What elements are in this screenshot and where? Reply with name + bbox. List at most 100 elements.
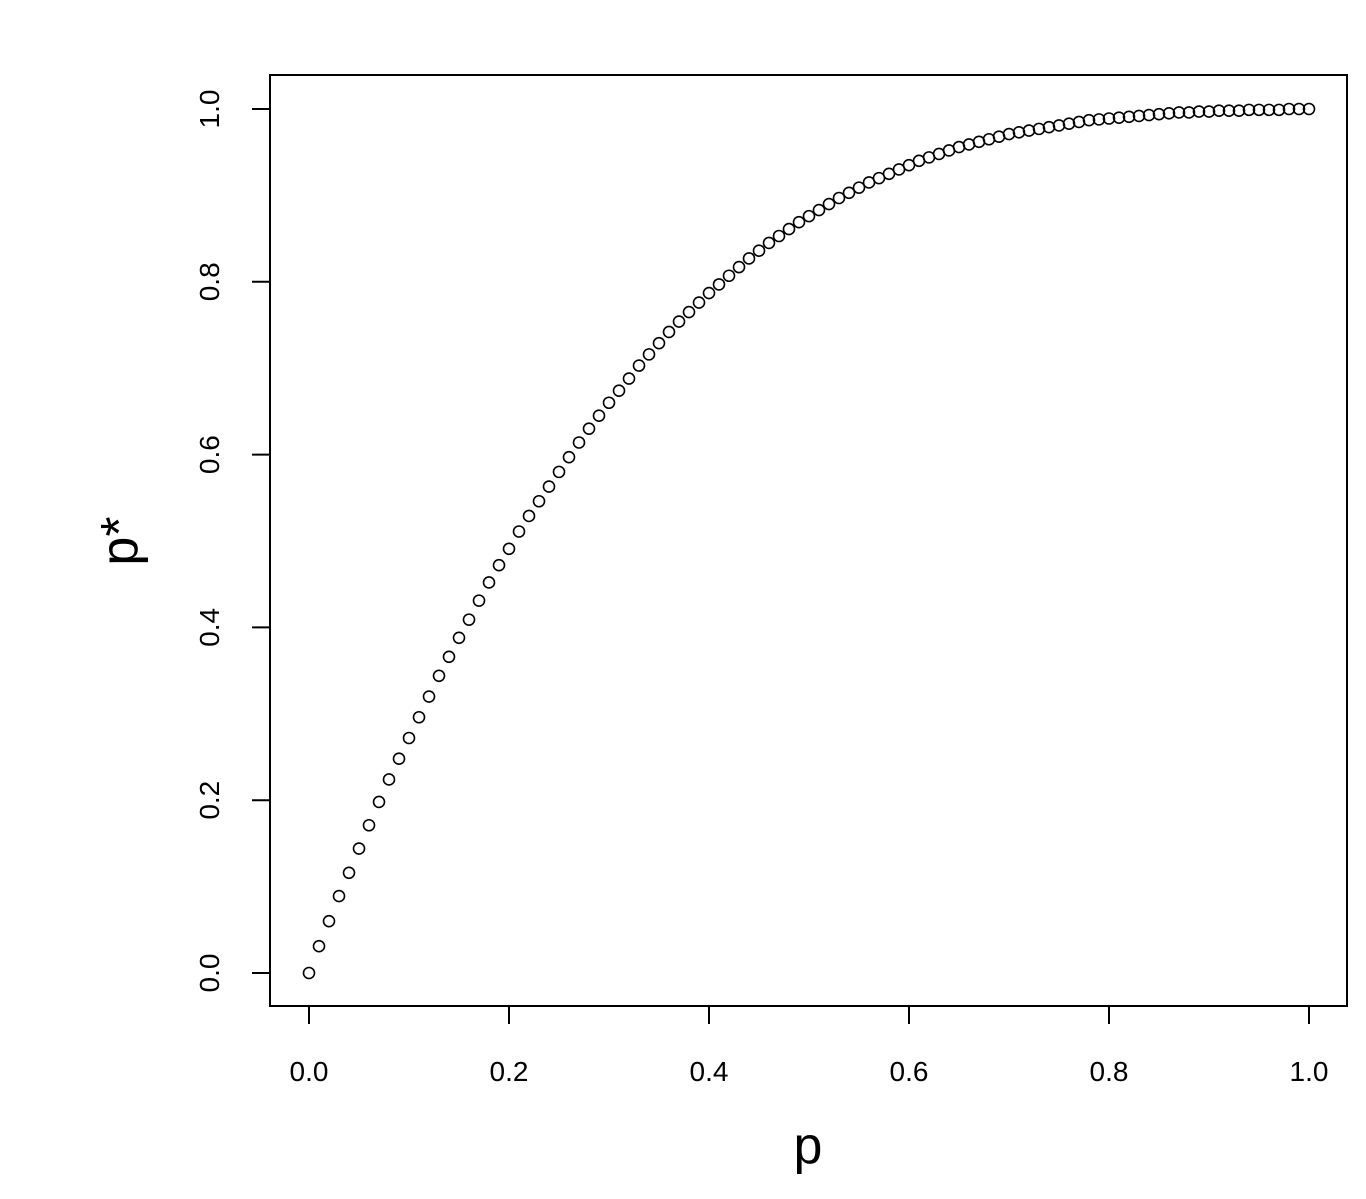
data-point	[692, 296, 706, 309]
data-point	[732, 260, 746, 274]
data-point	[492, 558, 506, 572]
data-point	[842, 186, 856, 200]
data-point	[792, 215, 806, 229]
data-point	[1292, 102, 1306, 116]
y-tick-label: 1.0	[194, 90, 225, 129]
data-point	[552, 465, 566, 479]
data-point	[372, 795, 386, 809]
data-point	[592, 409, 606, 423]
data-point	[402, 731, 416, 745]
data-point	[782, 222, 796, 236]
data-point	[822, 197, 836, 211]
data-point	[472, 594, 486, 607]
data-point	[502, 542, 516, 556]
data-point	[412, 710, 426, 724]
x-axis-ticks: 0.0 0.2 0.4 0.6 0.8 1.0	[290, 1006, 1329, 1087]
x-tick-label: 0.8	[1090, 1056, 1129, 1087]
data-point	[602, 396, 616, 410]
data-point	[652, 336, 666, 350]
data-point	[322, 914, 336, 928]
data-point	[712, 278, 726, 291]
data-point	[522, 509, 536, 523]
x-tick-label: 0.2	[490, 1056, 529, 1087]
data-point	[482, 576, 496, 589]
data-point	[342, 866, 356, 880]
data-point	[302, 966, 316, 980]
y-tick-label: 0.0	[194, 954, 225, 993]
data-point	[852, 181, 866, 194]
data-point	[1142, 108, 1156, 122]
data-point	[1102, 112, 1116, 125]
data-point	[812, 203, 826, 217]
data-point	[622, 372, 636, 385]
data-point	[752, 244, 766, 257]
data-point	[312, 939, 326, 953]
y-axis-ticks: 0.0 0.2 0.4 0.6 0.8 1.0	[194, 90, 270, 993]
x-tick-label: 0.0	[290, 1056, 329, 1087]
data-point	[1132, 109, 1146, 123]
data-point	[662, 325, 676, 339]
data-point	[1222, 104, 1236, 118]
data-point	[532, 494, 546, 508]
data-point	[1262, 103, 1276, 117]
data-point	[1242, 103, 1256, 117]
data-point	[772, 229, 786, 243]
data-point	[642, 348, 656, 361]
data-point	[432, 669, 446, 683]
data-point	[392, 752, 406, 766]
data-point	[1152, 107, 1166, 121]
data-point	[682, 305, 696, 319]
data-point	[762, 236, 776, 250]
data-point	[1092, 113, 1106, 126]
data-point	[1202, 105, 1216, 118]
data-point	[1192, 105, 1206, 118]
y-axis-title: p*	[91, 516, 149, 565]
data-point	[1112, 111, 1126, 124]
data-point	[722, 269, 736, 283]
data-point	[452, 631, 466, 645]
data-point	[352, 842, 366, 855]
data-point	[1162, 107, 1176, 120]
data-point	[332, 889, 346, 903]
y-tick-label: 0.8	[194, 262, 225, 301]
y-axis: 0.0 0.2 0.4 0.6 0.8 1.0 p*	[91, 90, 271, 993]
y-tick-label: 0.2	[194, 781, 225, 820]
data-point	[612, 384, 626, 397]
data-points	[302, 102, 1316, 980]
data-point	[462, 613, 476, 626]
data-point	[1282, 102, 1296, 116]
data-point	[362, 818, 376, 832]
data-point	[582, 422, 596, 435]
data-point	[562, 450, 576, 464]
data-point	[702, 286, 716, 300]
data-point	[1182, 106, 1196, 119]
data-point	[1172, 106, 1186, 119]
x-tick-label: 1.0	[1290, 1056, 1329, 1087]
data-point	[542, 480, 556, 493]
data-point	[382, 773, 396, 786]
data-point	[1272, 103, 1286, 117]
y-tick-label: 0.6	[194, 435, 225, 474]
data-point	[422, 690, 436, 703]
data-point	[442, 650, 456, 664]
x-tick-label: 0.6	[890, 1056, 929, 1087]
data-point	[1122, 110, 1136, 124]
data-point	[802, 209, 816, 223]
data-point	[672, 315, 686, 328]
data-point	[1082, 113, 1096, 127]
data-point	[512, 525, 526, 538]
x-tick-label: 0.4	[690, 1056, 729, 1087]
x-axis: 0.0 0.2 0.4 0.6 0.8 1.0 p	[290, 1005, 1329, 1175]
data-point	[572, 436, 586, 449]
data-point	[832, 191, 846, 205]
data-point	[1252, 103, 1266, 117]
y-tick-label: 0.4	[194, 608, 225, 647]
data-point	[1232, 104, 1246, 118]
data-point	[742, 252, 756, 265]
x-axis-title: p	[794, 1117, 823, 1175]
data-point	[1302, 102, 1316, 116]
data-point	[632, 359, 646, 372]
data-point	[1212, 104, 1226, 118]
